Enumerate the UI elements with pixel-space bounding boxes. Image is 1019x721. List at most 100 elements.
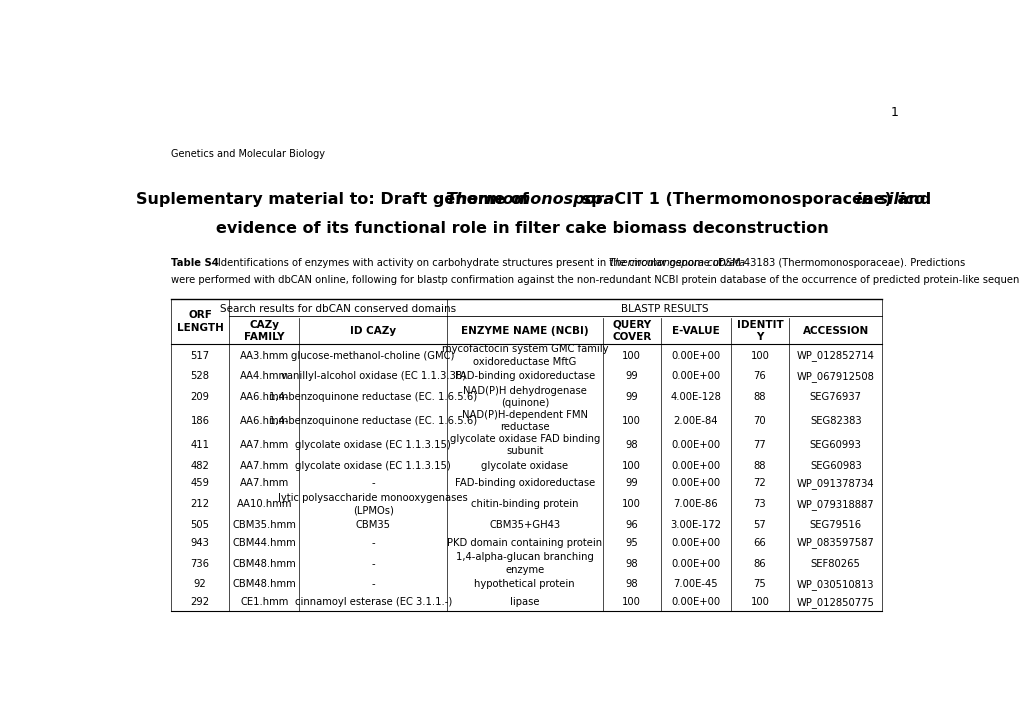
Text: SEG60993: SEG60993 — [809, 440, 861, 450]
Text: AA7.hmm: AA7.hmm — [239, 478, 288, 488]
Text: 459: 459 — [191, 478, 210, 488]
Text: WP_079318887: WP_079318887 — [796, 499, 873, 510]
Text: were performed with dbCAN online, following for blastp confirmation against the : were performed with dbCAN online, follow… — [171, 275, 1019, 286]
Text: 482: 482 — [191, 461, 209, 471]
Text: lytic polysaccharide monooxygenases
(LPMOs): lytic polysaccharide monooxygenases (LPM… — [278, 493, 468, 516]
Text: 0.00E+00: 0.00E+00 — [671, 538, 719, 548]
Text: 92: 92 — [194, 580, 206, 589]
Text: CBM35: CBM35 — [356, 520, 390, 530]
Text: WP_030510813: WP_030510813 — [796, 579, 873, 590]
Text: 99: 99 — [625, 371, 638, 381]
Text: CBM35+GH43: CBM35+GH43 — [489, 520, 559, 530]
Text: ORF
LENGTH: ORF LENGTH — [176, 310, 223, 332]
Text: hypothetical protein: hypothetical protein — [474, 580, 575, 589]
Text: in silico: in silico — [855, 192, 924, 207]
Text: 736: 736 — [191, 559, 210, 569]
Text: 212: 212 — [191, 499, 210, 509]
Text: 100: 100 — [750, 350, 768, 360]
Text: 100: 100 — [622, 597, 641, 607]
Text: 98: 98 — [625, 580, 637, 589]
Text: 7.00E-45: 7.00E-45 — [673, 580, 717, 589]
Text: AA6.hmm: AA6.hmm — [239, 416, 288, 426]
Text: AA7.hmm: AA7.hmm — [239, 440, 288, 450]
Text: 88: 88 — [753, 461, 765, 471]
Text: 57: 57 — [753, 520, 765, 530]
Text: DSM 43183 (Thermomonosporaceae). Predictions: DSM 43183 (Thermomonosporaceae). Predict… — [714, 257, 964, 267]
Text: 0.00E+00: 0.00E+00 — [671, 440, 719, 450]
Text: WP_012852714: WP_012852714 — [796, 350, 874, 361]
Text: 0.00E+00: 0.00E+00 — [671, 559, 719, 569]
Text: vanillyl-alcohol oxidase (EC 1.1.3.38): vanillyl-alcohol oxidase (EC 1.1.3.38) — [280, 371, 466, 381]
Text: WP_067912508: WP_067912508 — [796, 371, 874, 382]
Text: AA4.hmm: AA4.hmm — [239, 371, 288, 381]
Text: 1,4-benzoquinone reductase (EC. 1.6.5.6): 1,4-benzoquinone reductase (EC. 1.6.5.6) — [269, 392, 477, 402]
Text: SEG76937: SEG76937 — [809, 392, 861, 402]
Text: Table S4: Table S4 — [171, 257, 219, 267]
Text: 66: 66 — [753, 538, 765, 548]
Text: 1: 1 — [890, 106, 898, 119]
Text: 3.00E-172: 3.00E-172 — [669, 520, 720, 530]
Text: IDENTIT
Y: IDENTIT Y — [736, 319, 783, 342]
Text: CBM44.hmm: CBM44.hmm — [232, 538, 296, 548]
Text: 70: 70 — [753, 416, 765, 426]
Text: SEF80265: SEF80265 — [810, 559, 860, 569]
Text: 100: 100 — [750, 597, 768, 607]
Text: CAZy
FAMILY: CAZy FAMILY — [244, 319, 284, 342]
Text: NAD(P)H-dependent FMN
reductase: NAD(P)H-dependent FMN reductase — [462, 410, 587, 432]
Text: 209: 209 — [191, 392, 210, 402]
Text: 99: 99 — [625, 392, 638, 402]
Text: 0.00E+00: 0.00E+00 — [671, 478, 719, 488]
Text: 1,4-alpha-glucan branching
enzyme: 1,4-alpha-glucan branching enzyme — [455, 552, 593, 575]
Text: 75: 75 — [753, 580, 765, 589]
Text: 100: 100 — [622, 461, 641, 471]
Text: AA7.hmm: AA7.hmm — [239, 461, 288, 471]
Text: 72: 72 — [753, 478, 765, 488]
Text: 88: 88 — [753, 392, 765, 402]
Text: QUERY
COVER: QUERY COVER — [611, 319, 651, 342]
Text: evidence of its functional role in filter cake biomass deconstruction: evidence of its functional role in filte… — [216, 221, 828, 236]
Text: Thermomonospora: Thermomonospora — [444, 192, 613, 207]
Text: WP_012850775: WP_012850775 — [796, 597, 874, 608]
Text: -: - — [371, 580, 375, 589]
Text: 86: 86 — [753, 559, 765, 569]
Text: AA6.hmm: AA6.hmm — [239, 392, 288, 402]
Text: SEG79516: SEG79516 — [809, 520, 861, 530]
Text: 98: 98 — [625, 559, 637, 569]
Text: 4.00E-128: 4.00E-128 — [669, 392, 720, 402]
Text: CBM35.hmm: CBM35.hmm — [232, 520, 296, 530]
Text: 292: 292 — [191, 597, 210, 607]
Text: BLASTP RESULTS: BLASTP RESULTS — [621, 304, 708, 314]
Text: ID CAZy: ID CAZy — [350, 326, 395, 336]
Text: -: - — [371, 538, 375, 548]
Text: 0.00E+00: 0.00E+00 — [671, 461, 719, 471]
Text: 77: 77 — [753, 440, 765, 450]
Text: 95: 95 — [625, 538, 638, 548]
Text: glycolate oxidase FAD binding
subunit: glycolate oxidase FAD binding subunit — [449, 433, 599, 456]
Text: AA3.hmm: AA3.hmm — [239, 350, 288, 360]
Text: SEG60983: SEG60983 — [809, 461, 861, 471]
Text: 943: 943 — [191, 538, 209, 548]
Text: 0.00E+00: 0.00E+00 — [671, 597, 719, 607]
Text: glycolate oxidase (EC 1.1.3.15): glycolate oxidase (EC 1.1.3.15) — [294, 440, 450, 450]
Text: 411: 411 — [191, 440, 210, 450]
Text: - Identifications of enzymes with activity on carbohydrate structures present in: - Identifications of enzymes with activi… — [208, 257, 726, 267]
Text: AA10.hmm: AA10.hmm — [236, 499, 291, 509]
Text: lipase: lipase — [510, 597, 539, 607]
Text: CBM48.hmm: CBM48.hmm — [232, 580, 296, 589]
Text: CE1.hmm: CE1.hmm — [239, 597, 288, 607]
Text: 1,4-benzoquinone reductase (EC. 1.6.5.6): 1,4-benzoquinone reductase (EC. 1.6.5.6) — [269, 416, 477, 426]
Text: E-VALUE: E-VALUE — [672, 326, 719, 336]
Text: -: - — [371, 559, 375, 569]
Text: cinnamoyl esterase (EC 3.1.1.-): cinnamoyl esterase (EC 3.1.1.-) — [294, 597, 451, 607]
Text: SEG82383: SEG82383 — [809, 416, 861, 426]
Text: FAD-binding oxidoreductase: FAD-binding oxidoreductase — [454, 371, 594, 381]
Text: 100: 100 — [622, 350, 641, 360]
Text: Search results for dbCAN conserved domains: Search results for dbCAN conserved domai… — [220, 304, 455, 314]
Text: 100: 100 — [622, 499, 641, 509]
Text: 528: 528 — [191, 371, 210, 381]
Text: 76: 76 — [753, 371, 765, 381]
Text: -: - — [371, 478, 375, 488]
Text: 73: 73 — [753, 499, 765, 509]
Text: 517: 517 — [191, 350, 210, 360]
Text: mycofactocin system GMC family
oxidoreductase MftG: mycofactocin system GMC family oxidoredu… — [441, 345, 607, 367]
